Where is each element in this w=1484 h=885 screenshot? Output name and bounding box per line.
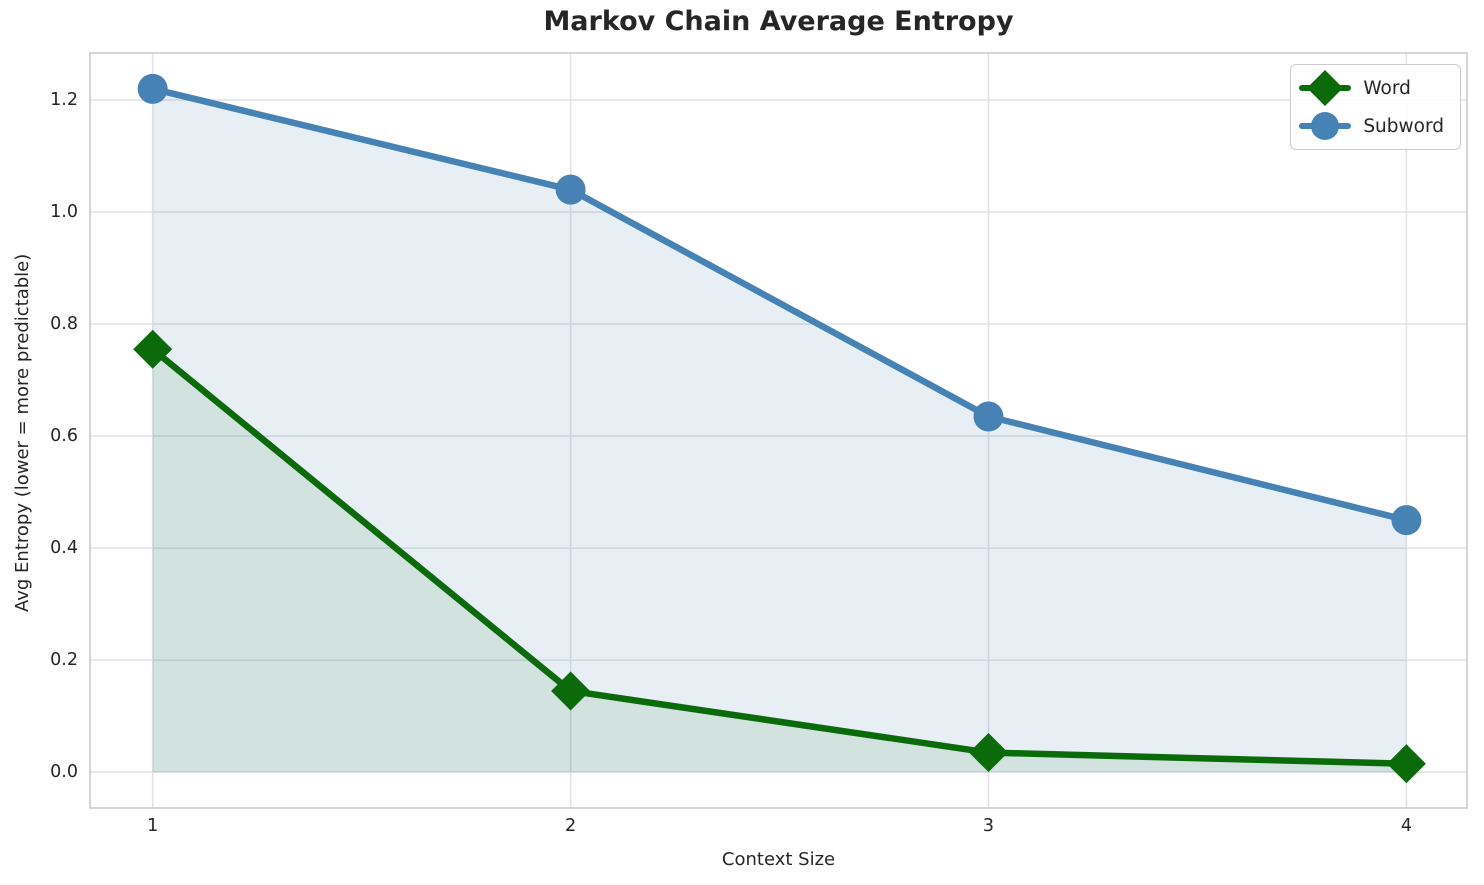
x-tick-label: 3: [982, 816, 995, 836]
legend-item-word: Word: [1299, 69, 1444, 107]
y-tick-label: 1.0: [50, 202, 78, 223]
diamond-marker-icon: [1299, 70, 1352, 106]
data-point-word: [133, 329, 173, 369]
legend-marker: [1307, 70, 1344, 106]
data-point-subword: [137, 73, 168, 104]
y-tick-label: 0.0: [50, 762, 78, 783]
x-axis-label: Context Size: [721, 849, 836, 870]
x-tick-label: 1: [147, 816, 159, 836]
data-point-subword: [1391, 505, 1422, 536]
chart-title: Markov Chain Average Entropy: [543, 6, 1014, 37]
series-line-word: [149, 346, 1410, 768]
y-tick-label: 0.8: [50, 314, 78, 335]
legend-marker: [1311, 112, 1340, 140]
legend: Word Subword: [1290, 64, 1461, 150]
legend-item-subword: Subword: [1299, 107, 1444, 145]
data-point-word: [1386, 744, 1426, 784]
x-tick-label: 2: [565, 816, 577, 836]
area-fill-word: [152, 349, 1407, 773]
area-fill-subword: [152, 88, 1407, 773]
circle-marker-icon: [1299, 112, 1352, 140]
y-tick-label: 0.2: [50, 650, 78, 671]
data-point-word: [551, 671, 591, 711]
y-tick-label: 0.4: [50, 538, 78, 559]
data-point-subword: [555, 174, 586, 205]
x-tick-label: 4: [1400, 816, 1412, 836]
plot-border: [89, 52, 1468, 809]
legend-label: Subword: [1363, 115, 1444, 137]
plot-background: [90, 53, 1467, 808]
data-point-subword: [973, 401, 1004, 432]
y-tick-label: 1.2: [50, 90, 78, 111]
data-point-word: [968, 733, 1008, 773]
legend-label: Word: [1363, 77, 1411, 99]
y-tick-label: 0.6: [50, 426, 78, 447]
series-line-subword: [149, 85, 1410, 524]
